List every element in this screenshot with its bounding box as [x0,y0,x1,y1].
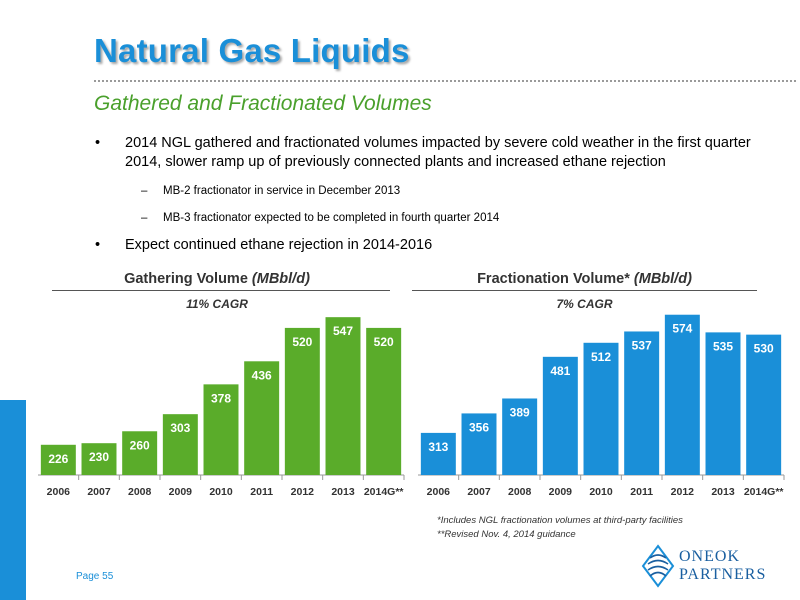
x-tick-label: 2013 [331,486,355,498]
data-label: 547 [333,324,353,338]
gathering-chart-title-unit: (MBbl/d) [251,271,310,287]
bar [420,432,456,475]
bullet-glyph: • [95,237,101,253]
fractionation-cagr-label: 7% CAGR [556,297,613,311]
gathering-chart-title: Gathering Volume (MBbl/d) [42,271,392,287]
fractionation-chart-title-text: Fractionation Volume* [477,271,630,287]
bullet-item: • 2014 NGL gathered and fractionated vol… [95,134,775,172]
data-label: 226 [48,452,68,466]
title-divider [94,80,796,82]
bar [624,331,660,475]
data-label: 356 [469,420,489,434]
x-tick-label: 2013 [711,486,735,498]
data-label: 520 [374,335,394,349]
data-label: 574 [672,322,692,336]
x-tick-label: 2006 [47,486,71,498]
logo-line-1: ONEOK [679,548,740,565]
bar [40,444,76,475]
bullet-text: Expect continued ethane rejection in 201… [125,237,433,253]
data-label: 481 [550,364,570,378]
bar [461,413,497,475]
x-tick-label: 2008 [508,486,532,498]
side-accent-bar [0,400,26,600]
x-tick-label: 2014G** [744,486,785,498]
bar [325,317,361,475]
x-tick-label: 2006 [427,486,451,498]
bar [705,332,741,475]
data-label: 512 [591,350,611,364]
sub-bullet-glyph: – [141,212,148,224]
sub-bullet-text: MB-3 fractionator expected to be complet… [163,212,500,224]
data-label: 530 [754,342,774,356]
bar [746,334,782,475]
bar [502,398,538,475]
bar [542,356,578,475]
data-label: 313 [428,440,448,454]
gathering-cagr-label: 11% CAGR [186,297,248,311]
footnote-third-party: *Includes NGL fractionation volumes at t… [437,515,683,526]
sub-bullet-text: MB-2 fractionator in service in December… [163,185,401,197]
data-label: 520 [292,335,312,349]
data-label: 537 [632,338,652,352]
company-logo: ONEOK PARTNERS [641,544,791,588]
sub-bullet-item: – MB-2 fractionator in service in Decemb… [95,182,775,201]
page-title: Natural Gas Liquids [94,32,410,69]
page-number: Page 55 [76,571,114,582]
bar [162,414,198,475]
x-tick-label: 2010 [589,486,613,498]
bar [244,361,280,475]
fractionation-chart-title-unit: (MBbl/d) [633,271,692,287]
x-tick-label: 2012 [291,486,315,498]
gathering-chart-title-text: Gathering Volume [124,271,248,287]
bullet-list: • 2014 NGL gathered and fractionated vol… [95,134,775,265]
bar [81,443,117,475]
x-tick-label: 2011 [630,486,653,498]
bar [664,314,700,475]
data-label: 378 [211,391,231,405]
x-tick-label: 2011 [250,486,273,498]
x-tick-label: 2007 [87,486,111,498]
sub-bullet-item: – MB-3 fractionator expected to be compl… [95,209,775,228]
x-tick-label: 2009 [549,486,573,498]
fractionation-title-rule [412,290,757,291]
data-label: 230 [89,450,109,464]
gathering-volume-chart: 226 2006 230 2007 260 2008 303 2009 378 2010 436 20… [38,317,405,498]
fractionation-volume-chart: 313 2006 356 2007 389 2008 481 2009 512 2010 537 20… [418,314,785,498]
bar [203,384,239,475]
bullet-item: • Expect continued ethane rejection in 2… [95,236,775,255]
logo-line-2: PARTNERS [679,566,767,583]
bar [122,431,158,475]
bar [284,327,320,475]
x-tick-label: 2008 [128,486,152,498]
data-label: 303 [170,421,190,435]
x-tick-label: 2014G** [364,486,405,498]
data-label: 389 [510,405,530,419]
fractionation-chart-title: Fractionation Volume* (MBbl/d) [412,271,757,287]
gathering-title-rule [52,290,390,291]
bullet-glyph: • [95,135,101,151]
sub-bullet-glyph: – [141,185,148,197]
bar [366,327,402,475]
logo-mark-icon [641,544,675,588]
data-label: 535 [713,339,733,353]
page-subtitle: Gathered and Fractionated Volumes [94,92,432,115]
x-tick-label: 2009 [169,486,193,498]
bar [583,342,619,475]
x-tick-label: 2012 [671,486,695,498]
data-label: 260 [130,438,150,452]
footnote-guidance: **Revised Nov. 4, 2014 guidance [437,529,576,540]
data-label: 436 [252,368,272,382]
x-tick-label: 2010 [209,486,233,498]
bullet-text: 2014 NGL gathered and fractionated volum… [125,135,751,170]
x-tick-label: 2007 [467,486,491,498]
